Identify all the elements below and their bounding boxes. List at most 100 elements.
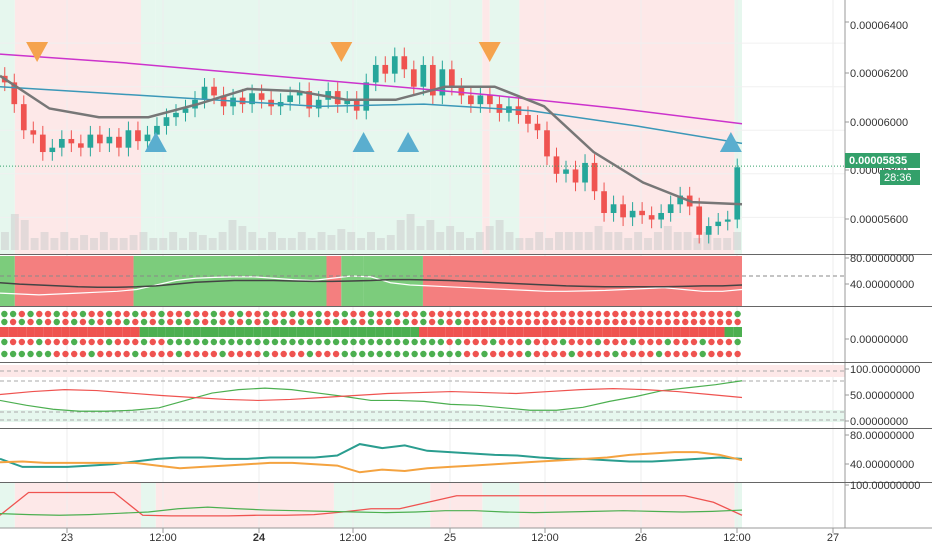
signal-dot	[201, 350, 209, 358]
signal-dot	[359, 338, 366, 346]
signal-dot	[385, 318, 392, 326]
last-price-label: 0.00005835	[849, 155, 907, 167]
signal-dot	[271, 350, 279, 358]
candle-body	[39, 134, 46, 153]
signal-dot	[219, 338, 226, 346]
signal-dot	[306, 318, 314, 326]
candle-body	[582, 162, 588, 183]
signal-dot	[359, 310, 366, 318]
signal-dot	[132, 350, 139, 358]
signal-cell	[602, 327, 612, 337]
candle-body	[677, 195, 684, 205]
candle-body	[534, 123, 541, 131]
signal-dot	[62, 350, 69, 358]
signal-dot	[716, 338, 724, 346]
time-label: 25	[444, 532, 456, 544]
signal-cell	[357, 327, 367, 337]
signal-cell	[305, 327, 315, 337]
volume-bar	[525, 238, 534, 250]
signal-cell	[698, 327, 708, 337]
signal-dot	[594, 310, 602, 318]
signal-dot	[612, 338, 619, 346]
oscillator-line	[0, 275, 743, 296]
signal-dot	[716, 310, 724, 318]
signal-dot	[297, 318, 305, 326]
price-axis[interactable]: 0.00006400 0.00006200 0.00006000 0.00005…	[850, 20, 908, 226]
signal-cell	[279, 327, 289, 337]
signal-dot	[682, 310, 689, 318]
signal-dot	[420, 318, 427, 326]
oscillator-pane-2	[0, 365, 845, 422]
signal-dot	[629, 350, 637, 358]
oscillator-line	[0, 278, 743, 288]
signal-dot	[376, 318, 383, 326]
signal-dot	[44, 318, 52, 326]
signal-dot	[149, 350, 156, 358]
time-axis[interactable]: 23 12:00 24 12:00 25 12:00 26 12:00 27	[61, 532, 839, 544]
volume-bar	[713, 238, 722, 250]
signal-cell	[130, 327, 140, 337]
signal-dot	[158, 318, 165, 326]
last-price-badge: 0.00005835 28:36	[845, 153, 920, 185]
signal-dot	[97, 350, 104, 358]
signal-dot	[263, 338, 270, 346]
signal-dot	[228, 318, 235, 326]
signal-dot	[682, 338, 689, 346]
signal-dot	[682, 350, 689, 358]
oscillator-line	[0, 491, 743, 517]
candle-body	[629, 210, 636, 218]
volume-bar	[169, 232, 178, 250]
signal-dot	[289, 350, 296, 358]
candle-body	[68, 138, 75, 144]
signal-dot	[254, 310, 261, 318]
candle-body	[610, 204, 617, 213]
signal-dot	[79, 350, 87, 358]
signal-dot	[664, 338, 671, 346]
price-tick-label: 0.00006000	[850, 117, 908, 129]
candle-body	[572, 169, 579, 183]
buy-signal-marker	[352, 132, 375, 152]
signal-dot	[105, 350, 113, 358]
signal-dot	[193, 338, 200, 346]
volume-bar	[60, 232, 69, 250]
pane4-axis[interactable]: 100.00000000 50.00000000 0.00000000	[850, 364, 920, 428]
signal-cell	[462, 327, 472, 337]
signal-dot	[350, 350, 357, 358]
signal-dot	[297, 310, 305, 318]
signal-dot	[437, 310, 445, 318]
signal-dot	[44, 338, 52, 346]
signal-cell	[366, 327, 376, 337]
signal-dot	[236, 318, 244, 326]
signal-dot	[167, 318, 174, 326]
candle-body	[591, 162, 598, 192]
signal-dot	[201, 310, 209, 318]
signal-dot	[18, 310, 26, 318]
volume-bar	[604, 232, 613, 250]
signal-cell	[270, 327, 280, 337]
time-label: 12:00	[339, 532, 367, 544]
signal-cell	[532, 327, 542, 337]
signal-dot	[577, 318, 584, 326]
signal-dot	[350, 338, 357, 346]
volume-bar	[456, 232, 464, 250]
pane5-axis[interactable]: 80.00000000 40.00000000	[850, 430, 914, 471]
signal-dot	[594, 350, 602, 358]
signal-cell	[288, 327, 297, 337]
signal-cell	[628, 327, 638, 337]
signal-dot	[533, 318, 541, 326]
pane6-axis[interactable]: 100.00000000	[850, 480, 920, 492]
signal-cell	[253, 327, 262, 337]
signal-dot	[516, 310, 523, 318]
candle-body	[258, 93, 265, 100]
signal-dot	[193, 318, 200, 326]
signal-dot	[71, 350, 78, 358]
pane3-axis[interactable]: 0.00000000	[850, 334, 908, 346]
signal-cell	[506, 327, 516, 337]
pane2-axis[interactable]: 80.00000000 40.00000000	[850, 253, 914, 291]
signal-dot	[88, 350, 95, 358]
signal-dot	[559, 338, 567, 346]
volume-bar	[40, 232, 49, 250]
candle-body	[239, 97, 246, 105]
signal-cell	[165, 327, 175, 337]
signal-dot	[725, 350, 733, 358]
